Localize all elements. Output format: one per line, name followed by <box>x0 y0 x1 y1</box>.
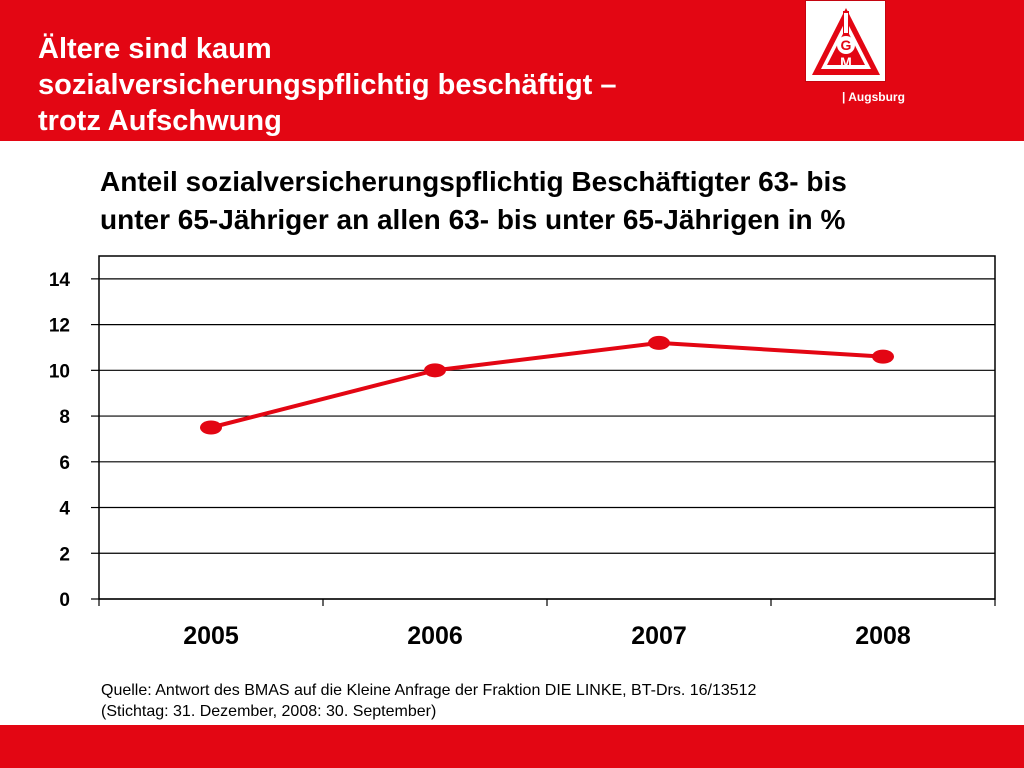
region-label: | Augsburg <box>842 90 905 104</box>
source-note: Quelle: Antwort des BMAS auf die Kleine … <box>101 680 1001 722</box>
igm-logo-icon: G M <box>812 8 880 75</box>
data-point <box>424 363 446 378</box>
y-tick-label: 14 <box>49 270 71 291</box>
plot-area <box>98 255 996 600</box>
slide-title-line: trotz Aufschwung <box>38 105 282 137</box>
svg-text:G: G <box>841 37 852 53</box>
chart-title: Anteil sozialversicherungspflichtig Besc… <box>100 163 1000 239</box>
slide-title-line: Ältere sind kaum <box>38 33 272 65</box>
chart-title-line: unter 65-Jähriger an allen 63- bis unter… <box>100 204 846 235</box>
data-point <box>200 420 222 435</box>
x-tick-label: 2008 <box>855 622 911 650</box>
source-line: Quelle: Antwort des BMAS auf die Kleine … <box>101 682 757 699</box>
chart-title-line: Anteil sozialversicherungspflichtig Besc… <box>100 166 847 197</box>
y-tick-label: 2 <box>59 544 70 565</box>
x-tick-label: 2006 <box>407 622 463 650</box>
slide-title-line: sozialversicherungspflichtig beschäftigt… <box>38 69 617 101</box>
x-tick-label: 2005 <box>183 622 239 650</box>
svg-text:M: M <box>840 54 852 70</box>
series-line <box>210 340 884 430</box>
y-tick-label: 12 <box>49 316 70 337</box>
y-tick-label: 4 <box>59 499 70 520</box>
footer-bar <box>0 725 1024 768</box>
y-tick-label: 6 <box>59 453 70 474</box>
y-tick-label: 10 <box>49 361 70 382</box>
line-chart: 0 2 4 6 8 10 12 14 2005 2006 2007 2008 <box>49 255 996 650</box>
x-tick-label: 2007 <box>631 622 687 650</box>
y-tick-label: 8 <box>59 407 70 428</box>
header-bar: Ältere sind kaum sozialversicherungspfli… <box>0 0 1024 141</box>
igm-logo: G M <box>805 0 886 82</box>
data-point <box>648 335 670 350</box>
y-tick-label: 0 <box>59 590 70 611</box>
data-point <box>872 349 894 364</box>
slide-title: Ältere sind kaum sozialversicherungspfli… <box>38 31 758 139</box>
source-line: (Stichtag: 31. Dezember, 2008: 30. Septe… <box>101 703 437 720</box>
